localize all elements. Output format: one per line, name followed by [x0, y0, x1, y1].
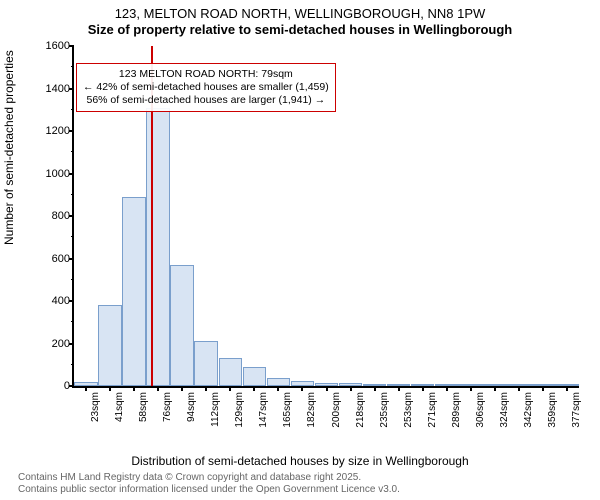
x-tick-mark	[133, 386, 135, 391]
y-tick-minor	[71, 236, 74, 237]
x-tick-label: 76sqm	[162, 392, 173, 422]
y-tick-minor	[71, 66, 74, 67]
x-tick-mark	[253, 386, 255, 391]
x-tick-label: 253sqm	[403, 392, 414, 428]
histogram-bar	[170, 265, 194, 386]
x-tick-label: 165sqm	[282, 392, 293, 428]
y-tick-mark	[69, 215, 74, 217]
x-tick-mark	[350, 386, 352, 391]
x-tick-mark	[494, 386, 496, 391]
x-tick-mark	[205, 386, 207, 391]
x-tick-label: 129sqm	[234, 392, 245, 428]
x-tick-label: 112sqm	[210, 392, 221, 427]
x-tick-label: 377sqm	[571, 392, 582, 428]
annotation-panel: 123 MELTON ROAD NORTH: 79sqm← 42% of sem…	[76, 63, 336, 112]
y-tick-mark	[69, 45, 74, 47]
x-tick-label: 41sqm	[114, 392, 125, 422]
y-tick-minor	[71, 194, 74, 195]
x-tick-mark	[398, 386, 400, 391]
x-tick-mark	[422, 386, 424, 391]
x-tick-mark	[470, 386, 472, 391]
x-axis-label: Distribution of semi-detached houses by …	[0, 454, 600, 468]
y-tick-mark	[69, 258, 74, 260]
x-tick-mark	[181, 386, 183, 391]
x-tick-label: 306sqm	[475, 392, 486, 428]
annotation-line: 123 MELTON ROAD NORTH: 79sqm	[83, 68, 329, 81]
y-tick-minor	[71, 109, 74, 110]
histogram-bar	[194, 341, 218, 386]
histogram-bar	[146, 108, 170, 386]
histogram-bar	[267, 378, 291, 387]
x-tick-mark	[277, 386, 279, 391]
y-tick-minor	[71, 151, 74, 152]
x-tick-mark	[542, 386, 544, 391]
annotation-line: 56% of semi-detached houses are larger (…	[83, 94, 329, 107]
x-tick-mark	[518, 386, 520, 391]
x-tick-label: 324sqm	[499, 392, 510, 428]
y-tick-minor	[71, 279, 74, 280]
histogram-bar	[243, 367, 267, 386]
x-tick-mark	[301, 386, 303, 391]
x-tick-mark	[566, 386, 568, 391]
x-tick-label: 289sqm	[451, 392, 462, 428]
x-tick-label: 359sqm	[547, 392, 558, 428]
chart-footer: Contains HM Land Registry data © Crown c…	[18, 472, 590, 496]
x-tick-label: 271sqm	[427, 392, 438, 428]
x-tick-mark	[229, 386, 231, 391]
x-tick-mark	[374, 386, 376, 391]
x-tick-label: 23sqm	[90, 392, 101, 422]
x-tick-label: 342sqm	[523, 392, 534, 428]
footer-line-2: Contains public sector information licen…	[18, 484, 590, 496]
y-tick-minor	[71, 364, 74, 365]
x-tick-mark	[109, 386, 111, 391]
histogram-bar	[98, 305, 122, 386]
y-tick-mark	[69, 173, 74, 175]
y-tick-minor	[71, 321, 74, 322]
chart-title: 123, MELTON ROAD NORTH, WELLINGBOROUGH, …	[0, 6, 600, 21]
footer-line-1: Contains HM Land Registry data © Crown c…	[18, 472, 590, 484]
x-tick-label: 147sqm	[258, 392, 269, 428]
histogram-bar	[219, 358, 243, 386]
x-tick-label: 94sqm	[186, 392, 197, 422]
chart-subtitle: Size of property relative to semi-detach…	[0, 22, 600, 37]
x-tick-mark	[157, 386, 159, 391]
y-tick-mark	[69, 88, 74, 90]
y-tick-mark	[69, 130, 74, 132]
x-tick-mark	[446, 386, 448, 391]
x-tick-mark	[326, 386, 328, 391]
histogram-bar	[122, 197, 146, 386]
chart-container: { "chart": { "type": "histogram", "title…	[0, 0, 600, 500]
y-tick-mark	[69, 343, 74, 345]
annotation-line: ← 42% of semi-detached houses are smalle…	[83, 81, 329, 94]
plot-area: 0200400600800100012001400160023sqm41sqm5…	[72, 46, 579, 388]
x-tick-label: 58sqm	[138, 392, 149, 422]
x-tick-label: 218sqm	[355, 392, 366, 428]
x-tick-mark	[85, 386, 87, 391]
x-tick-label: 182sqm	[306, 392, 317, 428]
y-tick-mark	[69, 300, 74, 302]
y-axis-label: Number of semi-detached properties	[2, 50, 16, 245]
x-tick-label: 200sqm	[331, 392, 342, 428]
x-tick-label: 235sqm	[379, 392, 390, 428]
